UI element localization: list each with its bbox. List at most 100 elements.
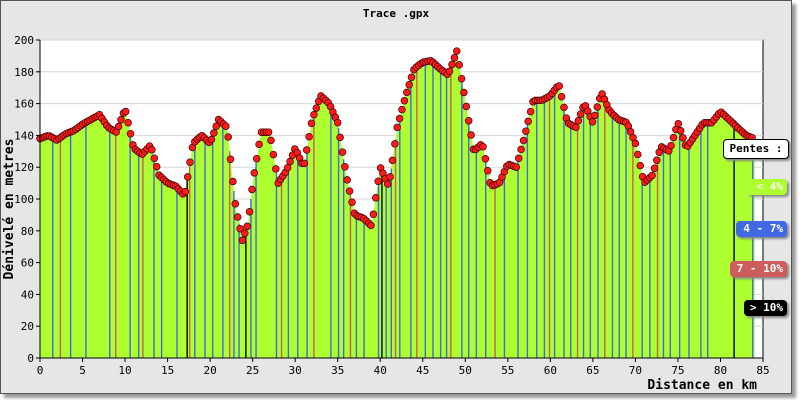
track-point: [222, 122, 230, 130]
x-tick-label: 85: [756, 364, 769, 377]
track-point: [338, 148, 347, 156]
legend-item-0: < 4%: [747, 179, 787, 195]
track-point: [121, 107, 130, 116]
track-point: [238, 236, 247, 245]
track-point: [150, 154, 159, 162]
track-point: [462, 102, 471, 111]
track-point: [576, 110, 585, 118]
track-point: [236, 224, 244, 233]
track-point: [231, 200, 240, 208]
track-point: [226, 155, 235, 164]
track-point: [229, 177, 237, 186]
track-point: [372, 194, 380, 202]
y-tick-label: 160: [14, 98, 34, 111]
track-point: [224, 133, 232, 141]
track-point: [560, 103, 568, 112]
track-point: [117, 116, 125, 124]
track-point: [181, 187, 190, 196]
track-point: [255, 140, 263, 149]
track-point: [631, 139, 640, 148]
x-tick-label: 75: [671, 364, 684, 377]
x-tick-label: 30: [289, 364, 302, 377]
track-point: [467, 131, 475, 139]
track-point: [676, 127, 685, 135]
track-point: [252, 154, 261, 163]
x-tick-label: 70: [629, 364, 642, 377]
track-point: [464, 117, 473, 125]
track-point: [312, 104, 321, 112]
track-point: [479, 143, 487, 151]
track-point: [393, 123, 401, 132]
track-point: [457, 74, 466, 83]
track-point: [248, 185, 256, 194]
y-tick-label: 200: [14, 34, 34, 47]
track-point: [386, 173, 394, 181]
x-tick-label: 80: [714, 364, 727, 377]
track-point: [383, 180, 392, 188]
track-point: [591, 111, 599, 120]
x-tick-label: 45: [416, 364, 429, 377]
y-tick-label: 180: [14, 66, 34, 79]
track-point: [460, 88, 468, 97]
track-point: [126, 130, 135, 138]
track-point: [555, 82, 563, 90]
x-tick-label: 55: [501, 364, 514, 377]
y-tick-label: 140: [14, 129, 34, 142]
track-point: [574, 117, 583, 125]
track-point: [245, 207, 254, 216]
track-point: [302, 146, 311, 154]
y-tick-label: 80: [21, 225, 34, 238]
track-point: [186, 158, 194, 166]
track-point: [152, 162, 161, 171]
track-point: [648, 171, 656, 180]
track-point: [250, 169, 259, 177]
track-point: [524, 117, 532, 126]
track-point: [634, 150, 642, 159]
track-point: [526, 107, 535, 116]
y-tick-label: 100: [14, 193, 34, 206]
track-point: [512, 163, 521, 171]
track-point: [124, 118, 132, 127]
track-point: [636, 161, 644, 170]
track-point: [283, 163, 292, 172]
x-tick-label: 40: [374, 364, 387, 377]
track-point: [572, 123, 580, 132]
track-point: [341, 163, 349, 171]
track-point: [343, 176, 351, 184]
y-tick-label: 0: [27, 352, 34, 365]
track-point: [455, 61, 463, 69]
track-point: [333, 118, 342, 127]
track-point: [519, 136, 528, 145]
y-tick-label: 40: [21, 288, 34, 301]
track-point: [405, 81, 413, 89]
track-point: [674, 119, 683, 128]
x-tick-label: 20: [203, 364, 216, 377]
x-tick-label: 35: [331, 364, 344, 377]
track-point: [183, 173, 192, 181]
y-tick-label: 120: [14, 161, 34, 174]
track-point: [241, 229, 249, 238]
track-point: [445, 67, 454, 75]
track-point: [286, 157, 294, 166]
x-tick-label: 50: [459, 364, 472, 377]
track-point: [367, 221, 375, 230]
x-tick-label: 0: [37, 364, 44, 377]
track-point: [233, 213, 242, 221]
track-point: [669, 133, 678, 142]
legend-title: Pentes :: [723, 139, 789, 159]
x-tick-label: 60: [544, 364, 557, 377]
track-point: [400, 96, 409, 105]
track-point: [481, 155, 490, 163]
track-point: [679, 134, 687, 142]
track-point: [391, 140, 399, 148]
track-point: [374, 177, 382, 186]
track-point: [212, 122, 220, 130]
y-tick-label: 20: [21, 320, 34, 333]
track-point: [336, 133, 344, 142]
track-point: [207, 135, 216, 144]
track-point: [450, 54, 459, 62]
track-point: [588, 118, 597, 126]
track-point: [407, 73, 416, 82]
track-point: [210, 129, 218, 137]
track-point: [522, 127, 530, 135]
